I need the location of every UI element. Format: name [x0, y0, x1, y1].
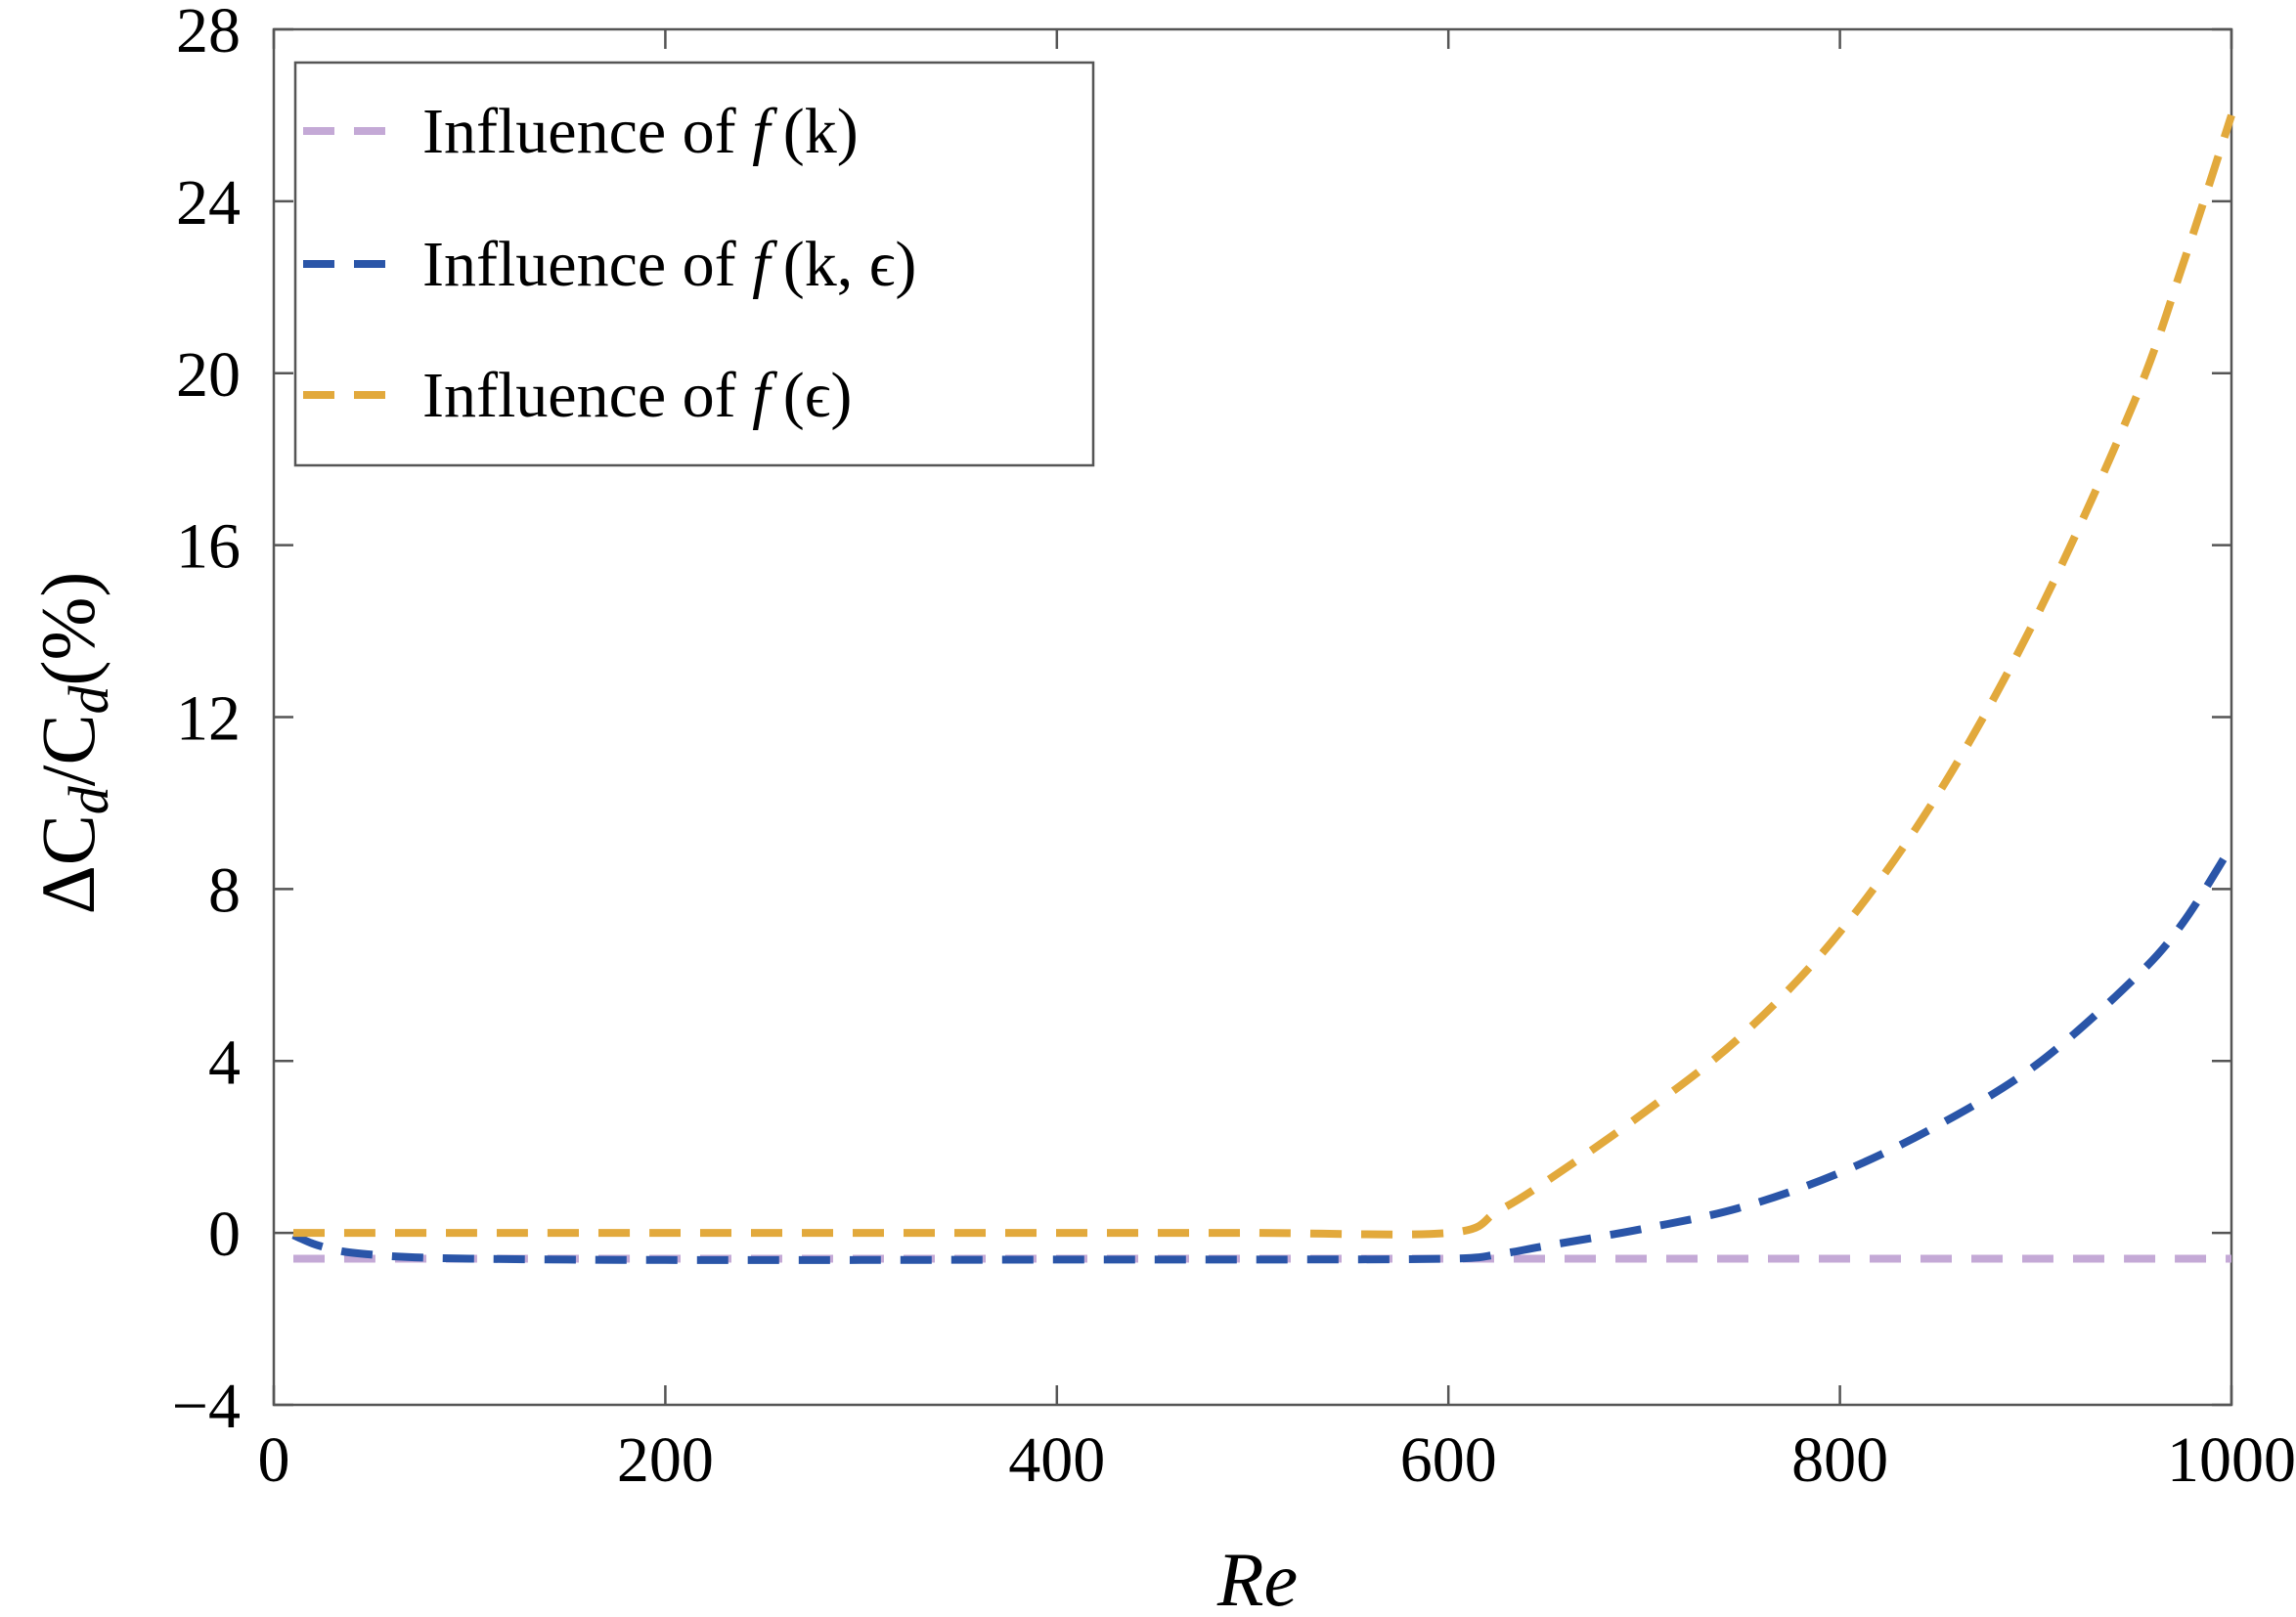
y-tick-label: 8: [208, 854, 241, 926]
legend: Influence of f (k)Influence of f (k, ϵ)I…: [293, 61, 1095, 467]
y-tick-label: −4: [172, 1371, 241, 1442]
y-tick-label: 28: [176, 0, 241, 66]
legend-entry-args: (k): [783, 96, 859, 167]
series-group: [291, 113, 2235, 1264]
y-axis-label: ΔCd/Cd(%): [25, 572, 120, 915]
x-axis-label: Re: [1216, 1537, 1298, 1617]
y-tick-label: 20: [176, 339, 241, 411]
legend-entry-function: f: [752, 96, 783, 167]
legend-entry-args: (k, ϵ): [783, 229, 917, 300]
y-tick-label: 4: [208, 1027, 241, 1098]
y-tick-label: 0: [208, 1199, 241, 1270]
legend-entry-function: f: [752, 229, 783, 300]
legend-entry-label: Influence of f (k, ϵ): [422, 229, 916, 300]
y-axis-label-part-delta: ΔC: [25, 814, 110, 914]
legend-entry-label: Influence of f (ϵ): [422, 360, 852, 431]
series-line-f-k-epsilon: [291, 844, 2235, 1264]
y-tick-label: 12: [176, 683, 241, 755]
x-tick-label: 600: [1400, 1424, 1497, 1496]
legend-entry-prefix: Influence of: [422, 96, 752, 167]
legend-entry-function: f: [752, 360, 783, 431]
y-axis-label-subscript-1: d: [57, 785, 120, 814]
legend-box: [293, 61, 1095, 467]
legend-entry-prefix: Influence of: [422, 229, 752, 300]
y-axis-label-subscript-2: d: [57, 685, 120, 715]
series-line-f-epsilon: [292, 113, 2235, 1239]
legend-entry-prefix: Influence of: [422, 360, 752, 431]
x-tick-label: 800: [1791, 1424, 1888, 1496]
y-axis-label-part-unit: (%): [25, 572, 110, 686]
y-tick-label: 16: [176, 511, 241, 583]
x-tick-label: 400: [1008, 1424, 1105, 1496]
x-tick-label: 0: [258, 1424, 290, 1496]
y-tick-label: 24: [176, 167, 241, 239]
legend-entry-args: (ϵ): [783, 360, 853, 431]
y-axis-label-part-ratio: /C: [25, 715, 110, 787]
x-tick-label: 200: [617, 1424, 714, 1496]
x-tick-label: 1000: [2167, 1424, 2296, 1496]
legend-entry-label: Influence of f (k): [422, 96, 859, 167]
